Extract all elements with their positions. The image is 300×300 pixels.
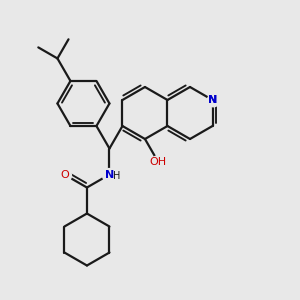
Text: N: N <box>105 169 114 179</box>
Text: N: N <box>208 95 217 105</box>
Text: O: O <box>60 169 69 179</box>
Text: OH: OH <box>149 157 167 166</box>
Text: N: N <box>208 95 217 105</box>
Text: H: H <box>113 170 120 181</box>
